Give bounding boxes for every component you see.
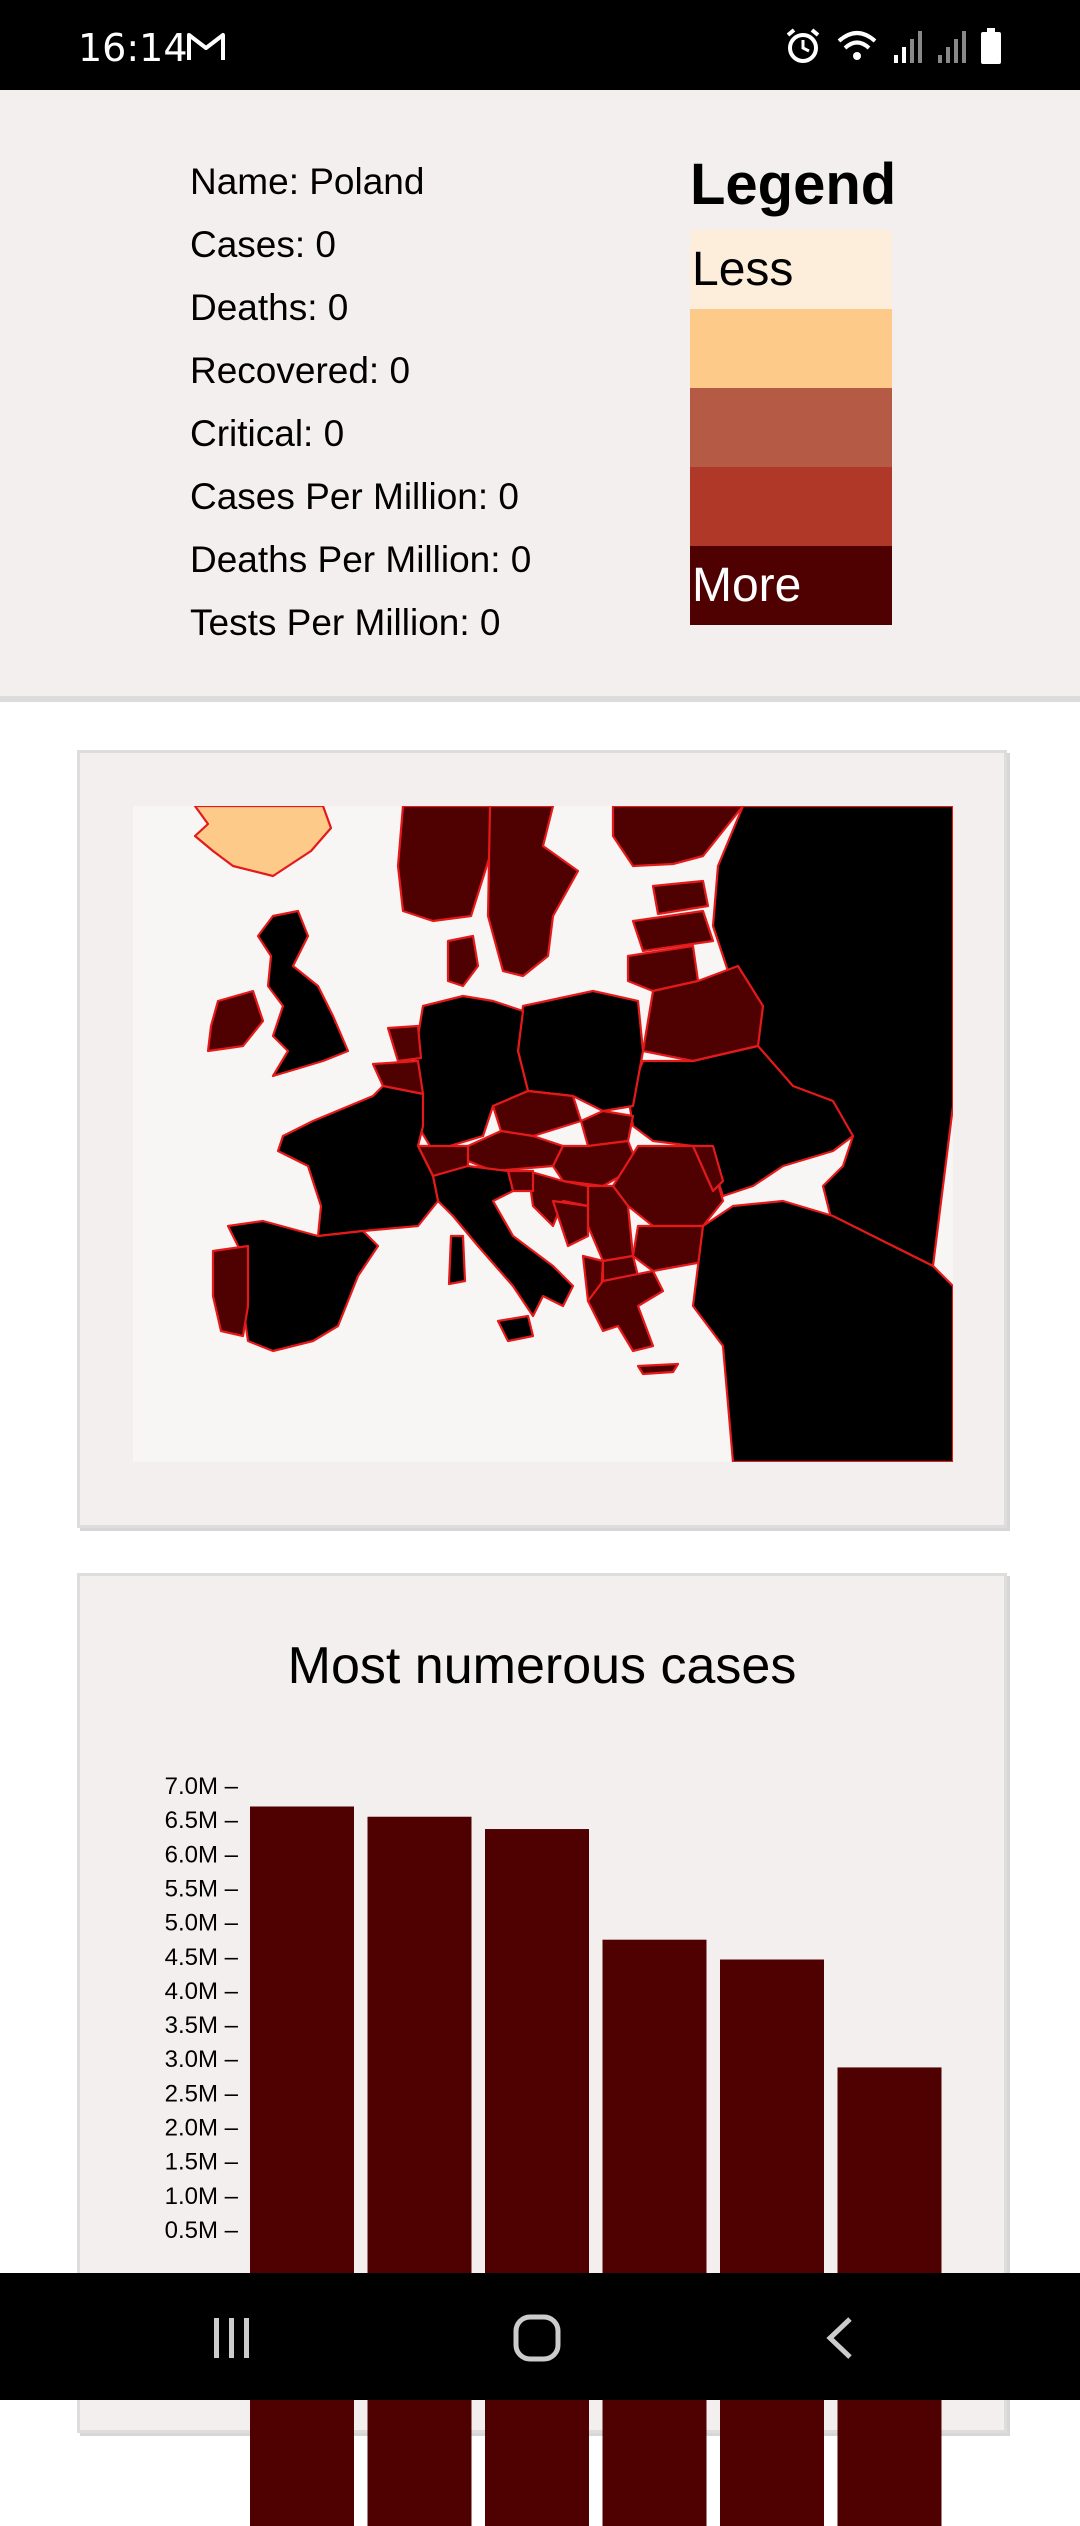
country-ireland[interactable]: [206, 989, 265, 1053]
cases-stat: Cases: 0: [190, 224, 337, 265]
country-turkey[interactable]: [691, 1199, 953, 1462]
country-norway[interactable]: [396, 806, 495, 923]
legend-swatch: [690, 309, 892, 388]
country-portugal[interactable]: [211, 1244, 250, 1338]
country-belarus[interactable]: [641, 964, 765, 1063]
bar[interactable]: [250, 1806, 354, 2526]
country-sicily[interactable]: [496, 1314, 535, 1343]
y-tick-label: 1.0M –: [165, 2183, 239, 2210]
y-tick-label: 2.0M –: [165, 2115, 239, 2142]
country-estonia[interactable]: [651, 879, 710, 916]
y-tick-label: 4.5M –: [165, 1944, 239, 1971]
tests-per-million-stat: Tests Per Million: 0: [190, 602, 501, 643]
country-france[interactable]: [276, 1084, 440, 1238]
y-tick-label: 5.0M –: [165, 1910, 239, 1937]
chart-title: Most numerous cases: [287, 1637, 797, 1695]
recovered-stat: Recovered: 0: [190, 350, 411, 391]
country-stats: Name: Poland Cases: 0 Deaths: 0 Recovere…: [190, 150, 531, 654]
y-tick-label: 6.0M –: [165, 1841, 239, 1868]
country-russia[interactable]: [711, 806, 953, 1268]
legend-swatch: [690, 388, 892, 467]
y-tick-label: 3.0M –: [165, 2046, 239, 2073]
battery-icon: [981, 28, 1001, 64]
country-slovakia[interactable]: [579, 1109, 635, 1148]
y-tick-label: 4.0M –: [165, 1978, 239, 2005]
y-tick-label: 5.5M –: [165, 1875, 239, 1902]
y-tick-label: 2.5M –: [165, 2080, 239, 2107]
country-greece[interactable]: [586, 1269, 665, 1353]
gmail-icon: [187, 33, 225, 60]
bar[interactable]: [602, 1939, 707, 2526]
status-bar: 16:14: [0, 0, 1080, 90]
country-sardinia[interactable]: [447, 1234, 467, 1286]
deaths-stat: Deaths: 0: [190, 287, 349, 328]
deaths-per-million-stat: Deaths Per Million: 0: [190, 539, 532, 580]
country-iceland[interactable]: [193, 806, 333, 878]
signal-icon: [938, 31, 966, 63]
legend-swatch: [690, 467, 892, 546]
country-latvia[interactable]: [631, 909, 715, 953]
country-ukraine[interactable]: [626, 1044, 855, 1198]
y-tick-label: 0.5M –: [165, 2217, 239, 2244]
legend-title: Legend: [690, 152, 897, 217]
legend: Legend Less More: [690, 150, 897, 625]
europe-map[interactable]: [133, 806, 953, 1462]
country-finland[interactable]: [611, 806, 745, 868]
country-united-kingdom[interactable]: [256, 909, 350, 1078]
y-tick-label: 3.5M –: [165, 2012, 239, 2039]
country-denmark[interactable]: [446, 934, 480, 988]
navigation-bar: [0, 2273, 1080, 2400]
y-tick-label: 7.0M –: [165, 1773, 239, 1800]
bar[interactable]: [367, 1816, 472, 2526]
country-bosnia[interactable]: [551, 1199, 590, 1248]
country-info-panel: Name: Poland Cases: 0 Deaths: 0 Recovere…: [0, 90, 1080, 702]
y-tick-label: 1.5M –: [165, 2149, 239, 2176]
critical-stat: Critical: 0: [190, 413, 345, 454]
country-bulgaria[interactable]: [631, 1224, 710, 1273]
country-netherlands[interactable]: [386, 1024, 423, 1063]
back-icon[interactable]: [820, 2315, 860, 2361]
country-italy[interactable]: [431, 1164, 575, 1318]
signal-icon: [894, 31, 922, 63]
alarm-icon: [786, 28, 820, 63]
map-card: [77, 750, 1007, 1528]
recent-apps-icon[interactable]: [210, 2316, 254, 2360]
legend-swatch-more: More: [690, 546, 892, 625]
y-tick-label: 6.5M –: [165, 1807, 239, 1834]
country-moldova[interactable]: [691, 1144, 725, 1193]
bar[interactable]: [720, 1959, 824, 2526]
europe-map-svg[interactable]: [133, 806, 953, 1462]
cases-per-million-stat: Cases Per Million: 0: [190, 476, 520, 517]
bar-chart: 7.0M – 6.5M – 6.0M – 5.5M – 5.0M – 4.5M – 4.0M…: [165, 1773, 942, 2526]
country-crete[interactable]: [636, 1362, 680, 1376]
home-icon[interactable]: [512, 2313, 562, 2363]
country-spain[interactable]: [226, 1219, 380, 1353]
legend-swatch-less: Less: [690, 230, 892, 309]
wifi-icon: [837, 31, 877, 60]
country-sweden[interactable]: [486, 806, 580, 978]
bar[interactable]: [485, 1829, 589, 2526]
status-time: 16:14: [78, 26, 188, 70]
country-name: Name: Poland: [190, 161, 425, 202]
